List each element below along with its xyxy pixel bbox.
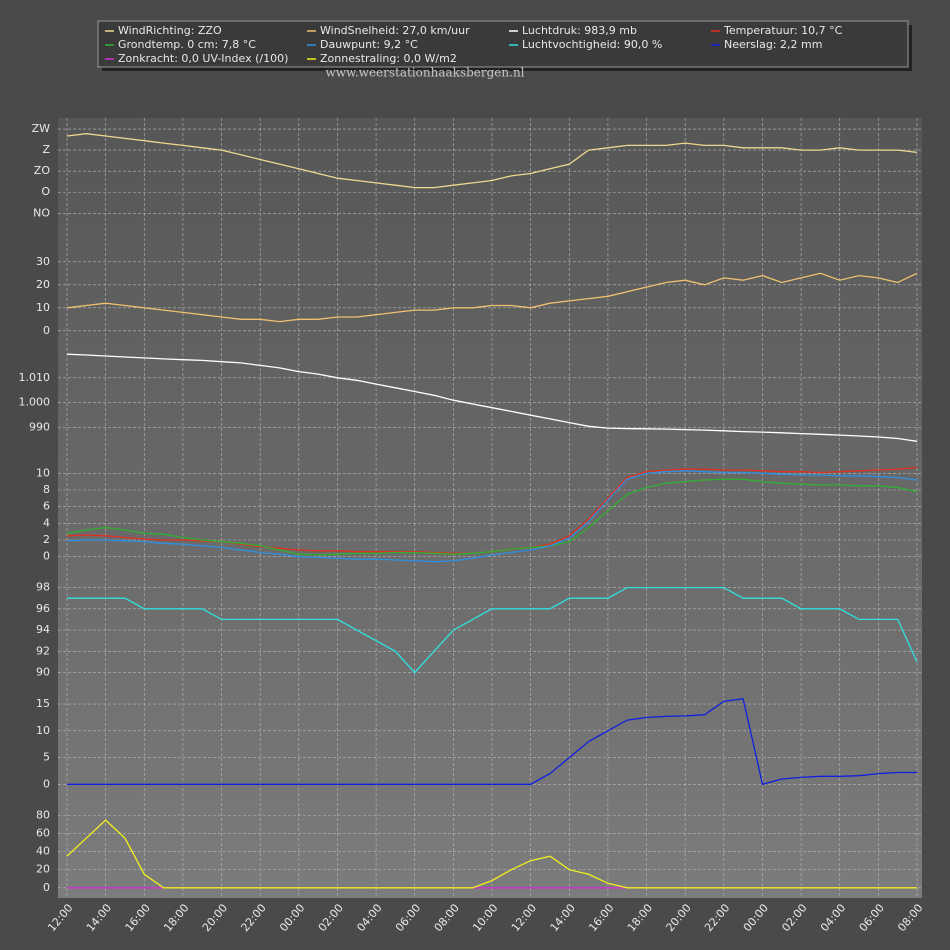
legend	[97, 20, 909, 68]
y-tick-label: 6	[43, 500, 50, 513]
legend-label: Neerslag: 2,2 mm	[724, 38, 822, 51]
series-line	[66, 470, 918, 563]
y-tick-label: ZO	[34, 164, 51, 177]
legend-label: Zonnestraling: 0,0 W/m2	[320, 52, 457, 65]
series-line	[66, 133, 918, 189]
y-tick-label: 1.010	[19, 371, 51, 384]
legend-label: Dauwpunt: 9,2 °C	[320, 38, 418, 51]
legend-label: Luchtdruk: 983,9 mb	[522, 24, 637, 37]
y-tick-label: 60	[36, 827, 50, 840]
y-tick-label: 10	[36, 724, 50, 737]
y-tick-label: 96	[36, 602, 50, 615]
y-tick-label: O	[41, 185, 50, 198]
y-tick-label: 10	[36, 466, 50, 479]
series-line	[66, 353, 918, 442]
y-tick-label: 30	[36, 255, 50, 268]
y-tick-label: 5	[43, 751, 50, 764]
legend-label: WindRichting: ZZO	[118, 24, 222, 37]
y-tick-label: 90	[36, 666, 50, 679]
series-line	[66, 478, 918, 556]
y-tick-label: 80	[36, 809, 50, 822]
y-tick-label: 0	[43, 550, 50, 563]
y-tick-label: 8	[43, 483, 50, 496]
legend-label: WindSnelheid: 27,0 km/uur	[320, 24, 470, 37]
series-line	[67, 586, 918, 674]
y-tick-label: 98	[36, 581, 50, 594]
legend-label: Zonkracht: 0,0 UV-Index (/100)	[118, 52, 288, 65]
y-tick-label: 40	[36, 845, 50, 858]
series-line	[66, 272, 918, 323]
y-tick-label: 1.000	[19, 396, 51, 409]
y-tick-label: 2	[43, 533, 50, 546]
y-tick-label: 0	[43, 777, 50, 790]
y-tick-label: 20	[36, 863, 50, 876]
y-tick-label: 15	[36, 697, 50, 710]
watermark: www.weerstationhaaksbergen.nl	[325, 66, 524, 80]
y-tick-label: 92	[36, 644, 50, 657]
y-tick-label: 20	[36, 278, 50, 291]
y-tick-label: 94	[36, 623, 50, 636]
series-line	[67, 697, 917, 786]
y-tick-label: ZW	[32, 122, 51, 135]
y-tick-label: 990	[29, 421, 50, 434]
series-line	[66, 819, 917, 889]
y-tick-label: 4	[43, 516, 50, 529]
y-tick-label: 0	[43, 324, 50, 337]
legend-label: Luchtvochtigheid: 90,0 %	[522, 38, 662, 51]
legend-label: Grondtemp. 0 cm: 7,8 °C	[118, 38, 256, 51]
y-tick-label: Z	[42, 143, 50, 156]
y-tick-label: NO	[33, 206, 50, 219]
plot-area	[58, 118, 922, 898]
legend-label: Temperatuur: 10,7 °C	[723, 24, 843, 37]
y-tick-label: 10	[36, 301, 50, 314]
y-tick-label: 0	[43, 881, 50, 894]
